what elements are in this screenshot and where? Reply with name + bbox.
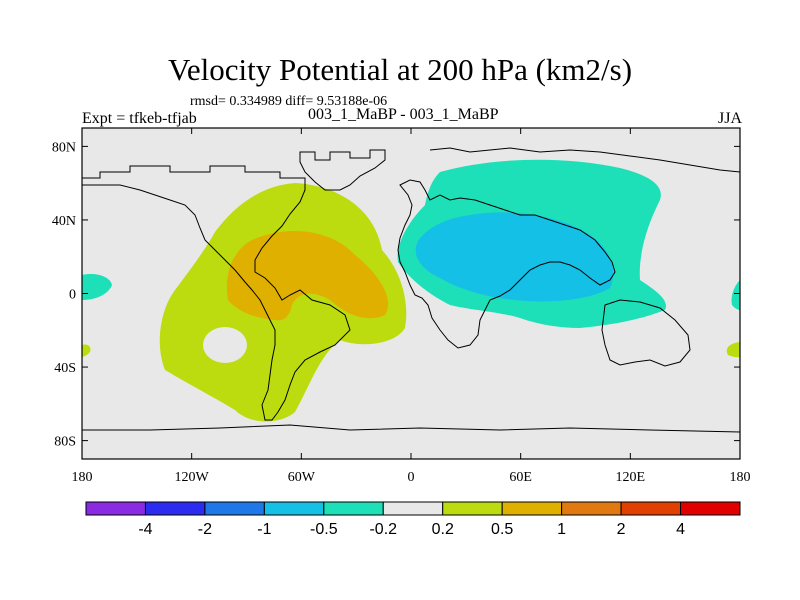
colorbar-label: -1	[257, 521, 271, 538]
contour-hole	[203, 327, 247, 363]
contour-edge-left-green	[82, 274, 112, 300]
cases-label: 003_1_MaBP - 003_1_MaBP	[308, 106, 499, 123]
colorbar-label: 2	[617, 521, 626, 538]
colorbar: -4 -2 -1 -0.5 -0.2 0.2 0.5 1 2 4	[85, 501, 741, 538]
lon-tick-label: 120W	[175, 470, 210, 485]
lat-tick-label: 40N	[52, 214, 76, 229]
coastlines	[82, 147, 740, 433]
contour-negative-0.5	[415, 212, 614, 302]
colorbar-label: 4	[676, 521, 685, 538]
lon-tick-label: 60W	[288, 470, 316, 485]
contour-positive-0.5	[226, 231, 389, 321]
colorbar-label: 0.2	[432, 521, 454, 538]
stats-text: rmsd= 0.334989 diff= 9.53188e-06	[190, 94, 388, 109]
axis-ticks: 80N 40N 0 40S 80S 180 120W 60W 0 60E 120E 180	[52, 128, 751, 485]
lon-tick-label: 60E	[509, 470, 532, 485]
experiment-label: Expt = tfkeb-tfjab	[82, 110, 197, 127]
contour-edge-right-yellow	[726, 342, 740, 358]
lat-tick-label: 80S	[54, 435, 76, 450]
colorbar-swatch	[620, 501, 682, 516]
colorbar-swatch	[501, 501, 563, 516]
colorbar-label: -2	[198, 521, 212, 538]
colorbar-label: -4	[138, 521, 152, 538]
contour-edge-left-yellow	[82, 344, 91, 357]
colorbar-swatch	[680, 501, 741, 516]
colorbar-swatch	[442, 501, 503, 516]
colorbar-swatch	[263, 501, 325, 516]
colorbar-swatch	[204, 501, 265, 516]
lat-tick-label: 80N	[52, 140, 76, 155]
colorbar-swatch	[561, 501, 622, 516]
colorbar-label: -0.2	[369, 521, 397, 538]
colorbar-swatch	[382, 501, 444, 516]
contour-fields	[82, 147, 740, 433]
colorbar-swatch	[323, 501, 384, 516]
contour-edge-right-green	[731, 280, 740, 310]
lon-tick-label: 120E	[616, 470, 646, 485]
lon-tick-label: 180	[72, 470, 93, 485]
colorbar-label: 0.5	[491, 521, 513, 538]
colorbar-swatch	[144, 501, 206, 516]
season-label: JJA	[717, 110, 742, 127]
lon-tick-label: 180	[730, 470, 751, 485]
lat-tick-label: 40S	[54, 361, 76, 376]
plot-title: Velocity Potential at 200 hPa (km2/s)	[167, 52, 633, 87]
colorbar-label: 1	[557, 521, 566, 538]
colorbar-label: -0.5	[310, 521, 338, 538]
lon-tick-label: 0	[408, 470, 415, 485]
colorbar-swatch	[85, 501, 146, 516]
lat-tick-label: 0	[69, 288, 76, 303]
